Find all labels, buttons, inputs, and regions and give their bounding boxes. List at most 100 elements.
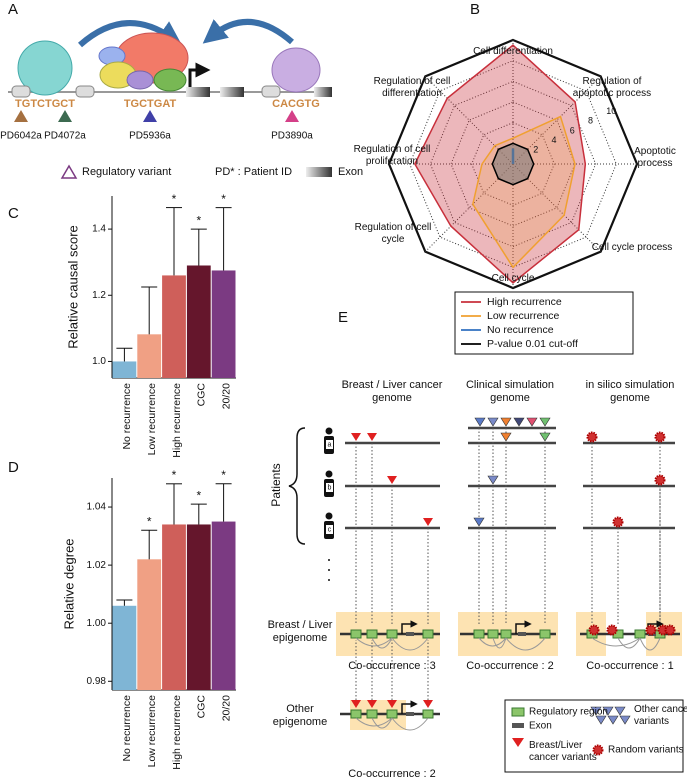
variant-marker	[539, 417, 551, 427]
panel-label: B	[470, 1, 480, 18]
cooccurrence: Co-occurrence : 3	[348, 660, 435, 672]
bar	[162, 275, 186, 378]
legend-label: Other cancer variants	[634, 704, 687, 727]
random-variant	[586, 431, 598, 443]
y-tick-label: 0.98	[87, 676, 107, 687]
patients-label: Patients	[269, 463, 283, 506]
r-tick-label: 8	[588, 116, 593, 126]
variant-marker	[367, 433, 377, 441]
radar-series	[491, 142, 535, 186]
row-label: Breast / Liver epigenome	[267, 619, 333, 644]
regulatory-region	[422, 629, 434, 639]
factor	[126, 70, 154, 90]
y-axis-label: Relative causal score	[65, 225, 80, 349]
variant-marker	[487, 475, 499, 485]
regulatory-region	[500, 629, 512, 639]
variant-marker	[526, 417, 538, 427]
legend-label: PD* : Patient ID	[215, 166, 292, 178]
legend-other-variant	[590, 706, 631, 725]
axis-label: Regulation of cell proliferation	[353, 144, 431, 167]
person-tag	[326, 525, 333, 534]
axis-label: Regulation of cell cycle	[354, 222, 432, 245]
person-tag	[326, 440, 333, 449]
variant-marker	[500, 432, 512, 442]
cooccurrence: Co-occurrence : 1	[586, 660, 673, 672]
interaction	[639, 637, 661, 651]
regulatory-region	[366, 629, 378, 639]
exon	[314, 87, 332, 97]
significance: *	[172, 192, 177, 206]
row-label: Other epigenome	[272, 703, 328, 728]
region	[75, 85, 95, 98]
regulatory-region	[386, 709, 398, 719]
variant-marker	[423, 700, 433, 708]
bar	[137, 334, 162, 378]
cooccurrence: Co-occurrence : 2	[466, 660, 553, 672]
x-tick-label: High recurrence	[171, 383, 183, 458]
factor	[17, 40, 73, 96]
random-variant	[654, 474, 666, 486]
variant-marker	[423, 518, 433, 526]
y-tick-label: 1.04	[87, 502, 107, 513]
x-tick-label: Low recurrence	[146, 383, 158, 456]
interaction	[391, 717, 429, 731]
regulatory-region	[487, 629, 499, 639]
motif: CACGTG	[272, 98, 320, 110]
x-tick-label: CGC	[196, 383, 208, 407]
significance: *	[221, 192, 226, 206]
regulatory-region	[634, 629, 646, 639]
brace	[288, 427, 306, 545]
interaction	[371, 717, 393, 729]
motif: TGTCTGCT	[15, 98, 75, 110]
column-header: in silico simulation genome	[585, 379, 675, 404]
tss-arrow	[188, 62, 211, 90]
axis-label: Regulation of apoptotic process	[572, 76, 652, 99]
variant-marker	[487, 417, 499, 427]
panel-label: A	[8, 1, 18, 18]
bar	[112, 605, 137, 690]
bar	[112, 361, 137, 378]
axis-label: Cell cycle process	[591, 242, 673, 253]
factor	[271, 47, 321, 93]
interaction	[355, 637, 393, 647]
legend-label: Regulatory variant	[82, 166, 171, 178]
exon	[186, 87, 210, 97]
axis-label: Cell cycle	[491, 273, 535, 284]
regulatory-region	[350, 709, 362, 719]
variant-marker	[387, 476, 397, 484]
variant-marker	[500, 417, 512, 427]
patient-id: PD4072a	[44, 131, 86, 142]
axis-label: Cell differentiation	[473, 46, 553, 57]
person-head	[325, 512, 333, 520]
bar	[186, 524, 211, 690]
x-tick-label: 20/20	[220, 383, 232, 409]
interaction	[505, 637, 546, 651]
grid-ring	[450, 101, 576, 227]
legend-label: Regulatory region	[529, 707, 608, 718]
exon	[220, 87, 244, 97]
tss-arrow	[515, 620, 532, 634]
arrow	[78, 20, 182, 48]
significance: *	[172, 468, 177, 482]
interaction	[591, 637, 641, 647]
x-tick-label: CGC	[196, 695, 208, 719]
bar	[186, 265, 211, 378]
r-tick-label: 2	[533, 145, 538, 155]
y-tick-label: 1.0	[92, 356, 106, 367]
random-variant	[645, 624, 657, 636]
variant-marker	[513, 417, 525, 427]
axis-label: Regulation of cell differentiation	[373, 76, 451, 99]
legend-label: Low recurrence	[487, 310, 560, 322]
regulatory-region	[350, 629, 362, 639]
r-tick-label: 6	[570, 125, 575, 135]
exon	[406, 712, 414, 716]
legend-box	[454, 291, 634, 355]
panel-label: D	[8, 459, 19, 476]
x-tick-label: No recurrence	[121, 383, 133, 450]
variant-marker	[474, 417, 486, 427]
r-tick-label: 4	[551, 135, 556, 145]
legend-marker	[60, 164, 78, 179]
interaction	[617, 637, 641, 649]
